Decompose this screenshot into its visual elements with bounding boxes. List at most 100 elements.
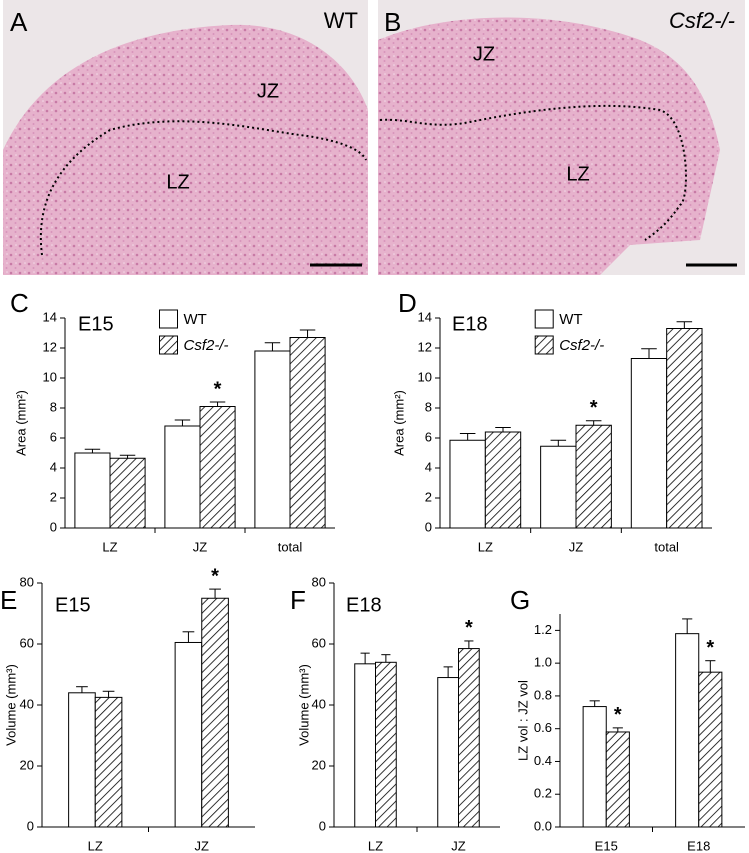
y-tick-label: 0.6 bbox=[534, 720, 552, 735]
legend-swatch bbox=[159, 335, 178, 355]
legend-label: Csf2-/- bbox=[184, 337, 229, 354]
y-tick-label: 40 bbox=[20, 696, 34, 711]
y-tick-label: 0.4 bbox=[534, 753, 552, 768]
y-tick-label: 1.0 bbox=[534, 655, 552, 670]
y-tick-label: 0 bbox=[425, 519, 432, 534]
image-label: Csf2-/- bbox=[669, 8, 735, 33]
bar bbox=[449, 439, 486, 529]
y-tick-label: 0.2 bbox=[534, 786, 552, 801]
bar bbox=[437, 677, 459, 828]
y-tick-label: 0 bbox=[27, 818, 34, 833]
tissue bbox=[378, 17, 720, 275]
x-tick-label: LZ bbox=[478, 539, 493, 554]
panel-letter: D bbox=[398, 288, 417, 318]
y-tick-label: 40 bbox=[312, 696, 326, 711]
bar bbox=[74, 452, 111, 529]
bar bbox=[174, 641, 203, 828]
legend-label: WT bbox=[559, 311, 582, 328]
bar bbox=[94, 696, 123, 828]
bar bbox=[575, 424, 612, 529]
y-tick-label: 10 bbox=[43, 369, 57, 384]
y-tick-label: 20 bbox=[312, 757, 326, 772]
y-axis-label: Volume (mm³) bbox=[3, 664, 18, 746]
y-axis-label: Volume (mm³) bbox=[296, 664, 311, 746]
y-tick-label: 80 bbox=[312, 574, 326, 589]
x-tick-label: total bbox=[278, 539, 303, 554]
y-tick-label: 6 bbox=[425, 429, 432, 444]
legend-label: Csf2-/- bbox=[559, 337, 604, 354]
x-tick-label: LZ bbox=[368, 838, 383, 853]
significance-marker: * bbox=[211, 565, 219, 587]
region-label: JZ bbox=[473, 43, 495, 65]
y-axis-label: Area (mm²) bbox=[13, 390, 28, 456]
bar bbox=[666, 328, 703, 529]
y-tick-label: 1.2 bbox=[534, 622, 552, 637]
bar bbox=[289, 337, 326, 529]
bar bbox=[199, 406, 236, 529]
bar bbox=[68, 692, 96, 828]
chart-title: E15 bbox=[78, 313, 114, 335]
y-tick-label: 0.8 bbox=[534, 687, 552, 702]
significance-marker: * bbox=[590, 397, 598, 419]
bar bbox=[675, 633, 700, 828]
y-tick-label: 60 bbox=[312, 635, 326, 650]
region-label: JZ bbox=[257, 80, 279, 102]
y-tick-label: 20 bbox=[20, 757, 34, 772]
y-tick-label: 8 bbox=[425, 399, 432, 414]
bar bbox=[375, 661, 397, 828]
y-tick-label: 0 bbox=[50, 519, 57, 534]
bar bbox=[605, 731, 630, 828]
bar bbox=[458, 648, 480, 828]
tissue bbox=[3, 24, 368, 275]
x-tick-label: JZ bbox=[451, 838, 466, 853]
bar bbox=[484, 431, 522, 529]
y-tick-label: 80 bbox=[20, 574, 34, 589]
y-tick-label: 2 bbox=[425, 489, 432, 504]
boundary bbox=[379, 104, 687, 241]
panel-letter: E bbox=[0, 585, 17, 615]
bar bbox=[582, 706, 607, 828]
chart-title: E18 bbox=[452, 313, 488, 335]
legend-swatch bbox=[159, 309, 178, 329]
y-tick-label: 8 bbox=[50, 399, 57, 414]
y-tick-label: 6 bbox=[50, 429, 57, 444]
x-tick-label: JZ bbox=[195, 838, 210, 853]
bar bbox=[164, 425, 201, 529]
bar bbox=[354, 663, 376, 828]
chart-title: E18 bbox=[346, 594, 382, 616]
chart-title: E15 bbox=[55, 594, 91, 616]
y-tick-label: 14 bbox=[43, 309, 57, 324]
y-tick-label: 14 bbox=[418, 309, 432, 324]
y-tick-label: 0 bbox=[319, 818, 326, 833]
significance-marker: * bbox=[614, 704, 622, 726]
micrograph-a bbox=[3, 0, 368, 275]
y-tick-label: 12 bbox=[43, 339, 57, 354]
x-tick-label: LZ bbox=[88, 838, 103, 853]
micrograph-b bbox=[378, 0, 745, 275]
y-axis-label: LZ vol : JZ vol bbox=[515, 680, 530, 761]
x-tick-label: JZ bbox=[569, 539, 584, 554]
image-label: WT bbox=[324, 8, 358, 33]
y-axis-label: Area (mm²) bbox=[391, 390, 406, 456]
y-tick-label: 0.0 bbox=[534, 818, 552, 833]
panel-letter: G bbox=[510, 585, 530, 615]
y-tick-label: 10 bbox=[418, 369, 432, 384]
region-label: LZ bbox=[166, 171, 189, 193]
bar bbox=[254, 350, 291, 529]
panel-letter: B bbox=[384, 7, 401, 37]
y-tick-label: 4 bbox=[425, 459, 432, 474]
x-tick-label: JZ bbox=[193, 539, 208, 554]
y-tick-label: 60 bbox=[20, 635, 34, 650]
bar bbox=[201, 597, 229, 828]
bar bbox=[698, 671, 723, 828]
legend-label: WT bbox=[184, 311, 207, 328]
significance-marker: * bbox=[706, 637, 714, 659]
x-tick-label: E15 bbox=[595, 838, 618, 853]
legend-swatch bbox=[534, 309, 554, 329]
significance-marker: * bbox=[214, 378, 222, 400]
y-tick-label: 2 bbox=[50, 489, 57, 504]
region-label: LZ bbox=[566, 163, 589, 185]
legend-swatch bbox=[534, 335, 554, 355]
